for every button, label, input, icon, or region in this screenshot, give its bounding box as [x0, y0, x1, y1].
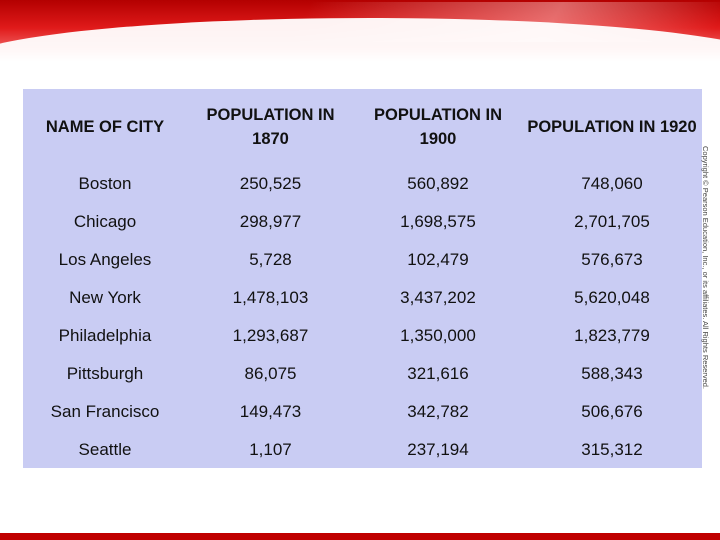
pop-1870-cell: 298,977: [239, 212, 302, 231]
pop-1920-cell: 315,312: [581, 440, 643, 459]
pop-1920-cell: 506,676: [581, 402, 643, 421]
table-row: Chicago 298,977 1,698,575 2,701,705: [23, 203, 702, 241]
pop-1920-cell: 5,620,048: [574, 288, 650, 307]
pop-1870-cell: 1,107: [249, 440, 292, 459]
pop-1920-cell: 1,823,779: [574, 326, 650, 345]
city-cell: Boston: [78, 174, 132, 193]
city-cell: Los Angeles: [58, 250, 152, 269]
city-cell: Pittsburgh: [66, 364, 144, 383]
population-table-panel: NAME OF CITY POPULATION IN 1870 POPULATI…: [23, 89, 702, 468]
city-cell: Chicago: [73, 212, 137, 231]
pop-1920-cell: 576,673: [581, 250, 643, 269]
pop-1900-cell: 560,892: [407, 174, 469, 193]
header-1920: POPULATION IN 1920: [527, 118, 697, 136]
table-row: San Francisco 149,473 342,782 506,676: [23, 393, 702, 431]
table-row: Seattle 1,107 237,194 315,312: [23, 431, 702, 469]
header-1870: POPULATION IN 1870: [206, 106, 335, 148]
pop-1870-cell: 1,293,687: [232, 326, 309, 345]
table-row: Los Angeles 5,728 102,479 576,673: [23, 241, 702, 279]
pop-1870-cell: 86,075: [244, 364, 297, 383]
population-table: NAME OF CITY POPULATION IN 1870 POPULATI…: [23, 89, 702, 469]
pop-1920-cell: 2,701,705: [574, 212, 650, 231]
header-1900: POPULATION IN 1900: [373, 106, 503, 148]
header-row: NAME OF CITY POPULATION IN 1870 POPULATI…: [23, 89, 702, 165]
pop-1870-cell: 1,478,103: [232, 288, 309, 307]
pop-1870-cell: 149,473: [239, 402, 302, 421]
header-city: NAME OF CITY: [45, 118, 165, 136]
table-row: Philadelphia 1,293,687 1,350,000 1,823,7…: [23, 317, 702, 355]
pop-1900-cell: 1,698,575: [400, 212, 476, 231]
table-row: New York 1,478,103 3,437,202 5,620,048: [23, 279, 702, 317]
pop-1900-cell: 342,782: [407, 402, 469, 421]
pop-1900-cell: 321,616: [407, 364, 469, 383]
pop-1900-cell: 1,350,000: [400, 326, 476, 345]
city-cell: Philadelphia: [58, 326, 152, 345]
city-cell: Seattle: [78, 440, 132, 459]
table-row: Boston 250,525 560,892 748,060: [23, 165, 702, 203]
pop-1900-cell: 3,437,202: [400, 288, 476, 307]
pop-1900-cell: 237,194: [407, 440, 469, 459]
pop-1920-cell: 588,343: [581, 364, 643, 383]
bottom-bar: [0, 533, 720, 540]
city-cell: San Francisco: [50, 402, 160, 421]
city-cell: New York: [69, 288, 141, 307]
pop-1900-cell: 102,479: [407, 250, 469, 269]
pop-1870-cell: 5,728: [249, 250, 292, 269]
pop-1920-cell: 748,060: [581, 174, 643, 193]
pop-1870-cell: 250,525: [239, 174, 302, 193]
top-banner: [0, 0, 720, 62]
copyright-notice: Copyright © Pearson Education, Inc., or …: [701, 146, 710, 390]
table-row: Pittsburgh 86,075 321,616 588,343: [23, 355, 702, 393]
